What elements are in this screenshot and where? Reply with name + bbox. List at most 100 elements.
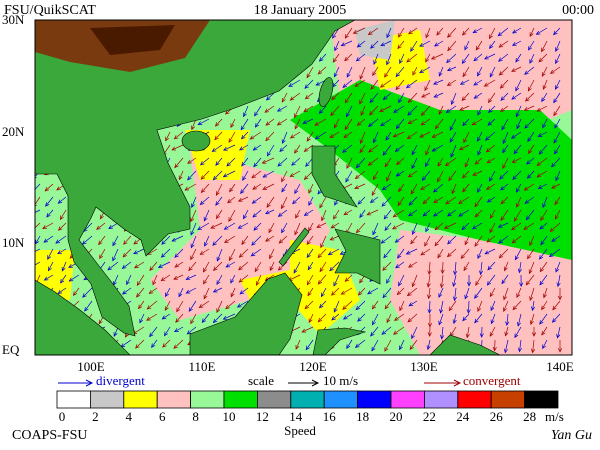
arrow-shaft xyxy=(332,79,340,87)
arrow-shaft xyxy=(175,313,184,323)
arrow-shaft xyxy=(187,170,197,181)
arrow-head xyxy=(422,199,428,205)
wind-arrow xyxy=(306,131,314,142)
arrow-head xyxy=(343,133,349,139)
wind-arrow xyxy=(368,144,379,153)
arrow-shaft xyxy=(277,157,288,167)
wind-arrow xyxy=(250,248,262,257)
arrow-shaft xyxy=(462,313,470,321)
arrow-head xyxy=(384,347,389,352)
arrow-head xyxy=(225,304,230,310)
arrow-shaft xyxy=(447,66,457,71)
wind-arrow xyxy=(503,339,509,354)
arrow-head xyxy=(68,263,73,268)
wind-arrow xyxy=(289,170,301,177)
arrow-head xyxy=(487,121,493,126)
arrow-shaft xyxy=(446,53,457,63)
arrow-head xyxy=(489,214,494,219)
wind-arrow xyxy=(395,118,405,130)
arrow-shaft xyxy=(459,144,470,151)
arrow-head xyxy=(240,125,245,131)
arrow-shaft xyxy=(147,300,158,310)
arrow-head xyxy=(539,320,544,325)
arrow-head xyxy=(191,125,195,131)
wind-arrow xyxy=(483,79,496,87)
arrow-head xyxy=(539,280,544,286)
wind-arrow xyxy=(392,131,405,138)
arrow-shaft xyxy=(201,183,210,193)
arrow-head xyxy=(238,278,244,283)
arrow-shaft xyxy=(424,235,431,247)
arrow-shaft xyxy=(406,79,418,88)
arrow-shaft xyxy=(529,27,535,37)
wind-arrow xyxy=(346,157,353,169)
arrow-shaft xyxy=(251,248,262,257)
arrow-shaft xyxy=(382,144,392,156)
colorbar-label: 28 xyxy=(523,409,536,424)
wind-arrow xyxy=(462,183,470,193)
arrow-head xyxy=(317,70,323,75)
arrow-shaft xyxy=(83,222,93,232)
arrow-head xyxy=(136,281,141,286)
wind-arrow xyxy=(254,118,262,128)
wind-arrow xyxy=(515,105,522,118)
wind-arrow xyxy=(394,235,405,243)
arrow-shaft xyxy=(386,313,392,323)
wind-arrow xyxy=(516,196,522,208)
wind-arrow xyxy=(406,287,418,297)
wind-arrow xyxy=(408,300,418,307)
arrow-shaft xyxy=(553,27,561,35)
arrow-head xyxy=(355,163,361,169)
arrow-shaft xyxy=(214,131,223,140)
arrow-shaft xyxy=(342,79,353,88)
arrow-shaft xyxy=(228,131,236,143)
wind-arrow xyxy=(201,313,210,324)
wind-arrow xyxy=(419,131,431,138)
arrow-head xyxy=(223,225,229,230)
wind-arrow xyxy=(464,287,470,300)
arrow-shaft xyxy=(197,222,210,231)
arrow-shaft xyxy=(265,131,275,141)
arrow-head xyxy=(537,185,543,189)
arrow-head xyxy=(331,316,336,321)
arrow-head xyxy=(384,226,389,231)
arrow-shaft xyxy=(440,300,444,314)
arrow-head xyxy=(555,176,560,182)
arrow-shaft xyxy=(135,339,145,349)
wind-arrow xyxy=(269,261,275,272)
wind-arrow xyxy=(133,248,145,255)
wind-arrow xyxy=(344,118,353,131)
wind-arrow xyxy=(254,261,262,273)
wind-arrow xyxy=(222,313,236,320)
wind-arrow xyxy=(486,274,496,286)
arrow-shaft xyxy=(317,248,327,258)
arrow-head xyxy=(422,212,428,217)
arrow-shaft xyxy=(357,118,366,126)
arrow-head xyxy=(489,332,494,337)
arrow-shaft xyxy=(359,209,366,218)
wind-arrow xyxy=(265,118,275,126)
wind-arrow xyxy=(199,196,210,206)
arrow-head xyxy=(190,230,195,236)
arrow-shaft xyxy=(343,209,353,216)
arrow-head xyxy=(222,315,228,320)
wind-arrow xyxy=(243,209,249,220)
arrow-head xyxy=(433,80,438,85)
arrow-head xyxy=(462,72,467,78)
arrow-head xyxy=(425,33,430,39)
arrow-head xyxy=(222,146,228,151)
arrow-head xyxy=(498,43,504,48)
arrow-head xyxy=(540,240,545,246)
arrow-shaft xyxy=(441,274,444,288)
wind-arrow xyxy=(333,118,340,129)
wind-arrow xyxy=(517,339,522,353)
wind-arrow xyxy=(439,300,444,314)
wind-arrow xyxy=(367,157,379,166)
arrow-shaft xyxy=(428,261,431,275)
wind-arrow xyxy=(308,183,314,194)
arrow-head xyxy=(486,198,492,203)
arrow-head xyxy=(411,150,416,156)
arrow-head xyxy=(484,55,489,60)
arrow-head xyxy=(380,239,386,244)
arrow-head xyxy=(489,292,494,298)
